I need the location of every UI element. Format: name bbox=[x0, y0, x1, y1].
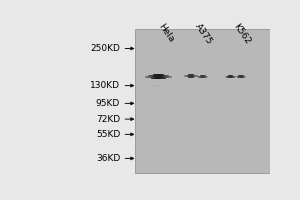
Bar bbox=[135, 29, 270, 173]
Text: 36KD: 36KD bbox=[96, 154, 120, 163]
Text: Hela: Hela bbox=[156, 22, 175, 44]
Text: K562: K562 bbox=[232, 22, 252, 46]
Text: 130KD: 130KD bbox=[90, 81, 120, 90]
Text: 250KD: 250KD bbox=[90, 44, 120, 53]
Text: 55KD: 55KD bbox=[96, 130, 120, 139]
Text: 95KD: 95KD bbox=[96, 99, 120, 108]
Text: A375: A375 bbox=[193, 22, 214, 46]
Text: 72KD: 72KD bbox=[96, 115, 120, 124]
